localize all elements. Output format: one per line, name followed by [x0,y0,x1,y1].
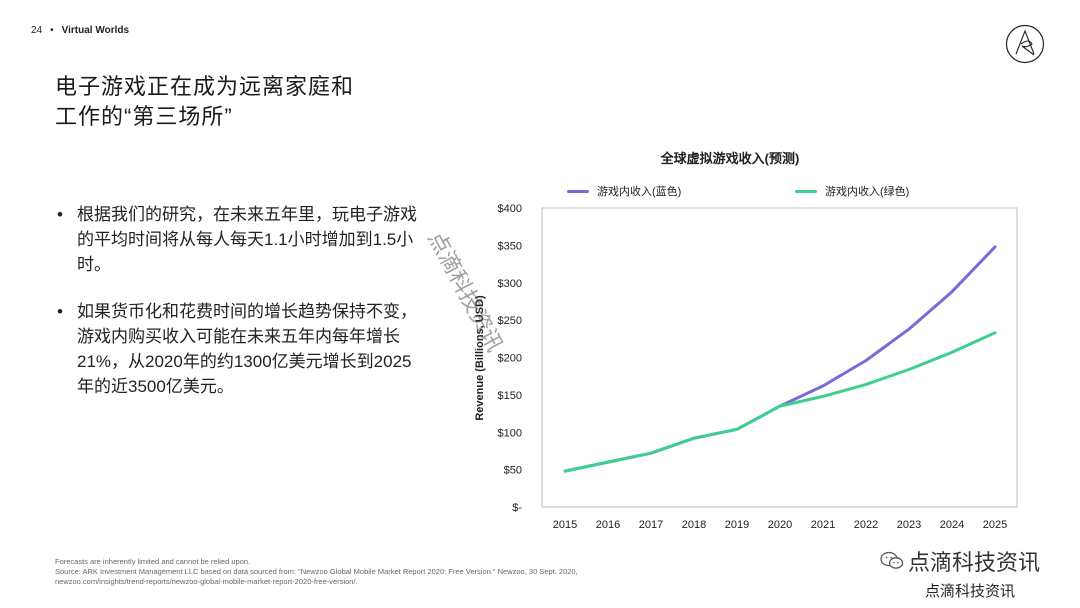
legend-item-blue: 游戏内收入(蓝色) [567,183,681,199]
legend-swatch-green [795,189,817,193]
title-line-1: 电子游戏正在成为远离家庭和 [55,74,355,99]
bullet-list: 根据我们的研究，在未来五年里，玩电子游戏的平均时间将从每人每天1.1小时增加到1… [55,202,425,421]
section-name: Virtual Worlds [61,25,130,36]
plot-frame [541,207,1018,508]
series-line-blue [563,245,997,473]
legend-label-blue: 游戏内收入(蓝色) [597,186,682,198]
y-tick-label: $- [512,502,522,514]
page-title: 电子游戏正在成为远离家庭和 工作的“第三场所” [55,72,354,132]
legend-item-green: 游戏内收入(绿色) [795,183,909,199]
y-tick-label: $50 [504,465,522,477]
footer-line: Forecasts are inherently limited and can… [55,557,251,566]
x-tick-label: 2016 [596,519,620,531]
x-tick-label: 2015 [553,519,577,531]
chart-title: 全球虚拟游戏收入(预测) [660,151,800,166]
x-tick-label: 2025 [983,519,1007,531]
bullet-item: 如果货币化和花费时间的增长趋势保持不变，游戏内购买收入可能在未来五年内每年增长2… [55,299,425,399]
footer-line: newzoo.com/insights/trend-reports/newzoo… [55,577,358,586]
series-line-green [563,331,997,473]
header-separator: • [50,25,54,36]
footer-notes: Forecasts are inherently limited and can… [55,557,578,587]
footer-line: Source: ARK Investment Management LLC ba… [55,567,578,576]
x-tick-label: 2024 [940,519,964,531]
y-tick-label: $200 [498,353,522,365]
bullet-item: 根据我们的研究，在未来五年里，玩电子游戏的平均时间将从每人每天1.1小时增加到1… [55,202,425,277]
y-tick-label: $350 [498,240,522,252]
x-tick-label: 2022 [854,519,878,531]
x-tick-label: 2021 [811,519,835,531]
x-tick-label: 2023 [897,519,921,531]
x-tick-label: 2017 [639,519,663,531]
bottom-watermark: 点滴科技资讯 [925,583,1016,600]
wechat-watermark: 点滴科技资讯 [880,545,1040,577]
y-tick-label: $300 [498,278,522,290]
legend-label-green: 游戏内收入(绿色) [825,186,910,198]
x-tick-label: 2020 [768,519,792,531]
y-tick-label: $150 [498,390,522,402]
ark-logo-icon [1005,24,1045,64]
x-tick-label: 2019 [725,519,749,531]
y-tick-label: $100 [498,427,522,439]
wechat-icon [880,551,904,569]
wechat-watermark-text: 点滴科技资讯 [908,550,1041,575]
page-header: 24 • Virtual Worlds [31,25,129,36]
x-tick-label: 2018 [682,519,706,531]
diagonal-watermark: 点滴科技资讯 [423,227,508,356]
page-number: 24 [31,25,43,36]
title-line-2: 工作的“第三场所” [55,104,233,129]
legend-swatch-blue [567,189,589,193]
y-tick-label: $400 [498,203,522,215]
